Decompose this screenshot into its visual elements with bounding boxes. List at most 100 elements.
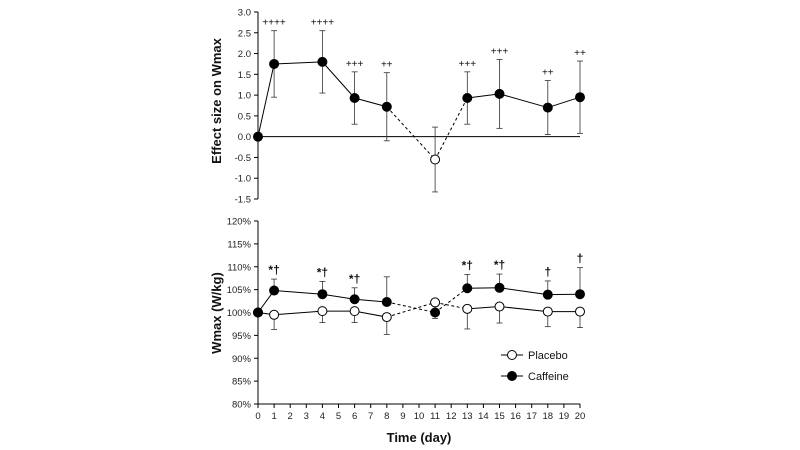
bottom-significance-label: † <box>544 265 551 279</box>
bottom-placebo-point <box>542 306 553 317</box>
bottom-caffeine-point <box>269 285 280 296</box>
bottom-caffeine-point <box>575 289 585 300</box>
bottom-y-tick-label: 115% <box>227 239 251 250</box>
top-y-tick-label: 0.5 <box>238 111 251 122</box>
x-tick-label: 6 <box>352 411 357 422</box>
bottom-caffeine-point <box>462 283 473 294</box>
bottom-significance-label: *† <box>317 265 328 279</box>
x-tick-label: 1 <box>271 411 276 422</box>
bottom-placebo-point <box>430 297 441 308</box>
bottom-y-tick-label: 120% <box>227 217 252 228</box>
x-tick-label: 5 <box>336 411 341 422</box>
top-series: ++++ +++++++ ++ ++++++++++ <box>253 18 586 193</box>
bottom-wmax-chart: 120%115%110%105%100%95%90%85%80%0 1 2 3 4 5 6 7… <box>209 217 585 446</box>
top-caffeine-point <box>430 154 441 165</box>
top-caffeine-line-segment <box>499 93 548 109</box>
bottom-significance-label: *† <box>268 263 279 277</box>
bottom-caffeine-point <box>253 307 263 318</box>
bottom-significance-label: *† <box>349 272 360 286</box>
x-tick-label: 0 <box>255 411 260 422</box>
bottom-placebo-point <box>575 306 585 317</box>
x-tick-label: 15 <box>494 411 505 422</box>
x-tick-label: 16 <box>510 411 521 422</box>
bottom-y-tick-label: 100% <box>227 308 252 319</box>
bottom-significance-label: *† <box>494 258 505 272</box>
top-caffeine-point <box>542 102 553 113</box>
legend-caffeine-marker <box>507 371 517 381</box>
bottom-caffeine-line-segment <box>322 293 355 300</box>
bottom-y-tick-label: 105% <box>227 285 252 296</box>
top-y-tick-label: -1.0 <box>235 174 251 185</box>
bottom-caffeine-line-segment <box>354 298 387 303</box>
top-caffeine-point <box>317 56 328 67</box>
x-tick-label: 9 <box>400 411 405 422</box>
top-significance-label: +++ <box>346 59 364 70</box>
bottom-axes: 120%115%110%105%100%95%90%85%80%0 1 2 3 4 5 6 7… <box>227 217 586 423</box>
bottom-y-tick-label: 80% <box>232 400 252 411</box>
bottom-caffeine-line-segment <box>499 287 548 296</box>
top-caffeine-point <box>575 92 585 103</box>
x-tick-label: 13 <box>462 411 473 422</box>
top-y-tick-label: -0.5 <box>235 153 251 164</box>
top-caffeine-line-segment <box>257 63 275 137</box>
top-significance-label: ++ <box>574 48 586 59</box>
bottom-placebo-line-segment <box>467 306 500 310</box>
top-axes: 3.0 2.5 2.0 1.5 1.0 0.5 0.0 -0.5 -1.0 -1.5 <box>235 8 580 206</box>
bottom-placebo-line-segment <box>499 306 548 313</box>
top-y-tick-label: 0.0 <box>238 132 251 143</box>
bottom-caffeine-point <box>381 296 392 307</box>
top-y-tick-label: 3.0 <box>238 8 251 19</box>
bottom-caffeine-line-segment <box>274 290 323 295</box>
bottom-placebo-point <box>381 312 392 323</box>
top-significance-label: ++++ <box>311 18 335 29</box>
top-caffeine-line-segment <box>434 97 468 160</box>
x-tick-label: 20 <box>575 411 586 422</box>
bottom-caffeine-line-segment <box>434 287 468 313</box>
x-tick-label: 11 <box>430 411 440 422</box>
bottom-placebo-point <box>494 301 505 312</box>
x-tick-label: 10 <box>414 411 425 422</box>
bottom-y-tick-label: 95% <box>232 331 252 342</box>
x-tick-label: 8 <box>384 411 389 422</box>
bottom-significance-label: *† <box>462 259 473 273</box>
bottom-placebo-line-segment <box>386 301 436 318</box>
x-tick-label: 12 <box>446 411 457 422</box>
top-caffeine-line-segment <box>467 93 500 99</box>
top-caffeine-line-segment <box>386 106 436 160</box>
top-caffeine-line-segment <box>354 97 387 108</box>
top-y-tick-label: 2.5 <box>238 28 251 39</box>
top-y-tick-label: 2.0 <box>238 49 251 60</box>
top-y-tick-label: -1.5 <box>235 195 251 206</box>
top-caffeine-point <box>269 58 280 69</box>
bottom-caffeine-point <box>349 294 360 305</box>
top-caffeine-point <box>381 101 392 112</box>
top-caffeine-point <box>253 131 263 142</box>
x-tick-label: 3 <box>304 411 309 422</box>
x-axis-title: Time (day) <box>387 430 452 445</box>
x-tick-label: 7 <box>368 411 373 422</box>
bottom-y-tick-label: 110% <box>227 262 251 273</box>
x-tick-label: 17 <box>526 411 537 422</box>
top-caffeine-line-segment <box>322 61 355 99</box>
top-caffeine-point <box>494 88 505 99</box>
legend-placebo-marker <box>507 350 517 360</box>
top-caffeine-line-segment <box>547 96 581 109</box>
top-significance-label: +++ <box>459 59 477 70</box>
top-significance-label: ++ <box>381 60 393 71</box>
top-y-axis-title: Effect size on Wmax <box>209 37 224 163</box>
legend-placebo-label: Placebo <box>528 350 568 362</box>
legend-caffeine-label: Caffeine <box>528 371 569 383</box>
top-y-tick-label: 1.0 <box>238 91 251 102</box>
x-tick-label: 2 <box>288 411 293 422</box>
bottom-placebo-line-segment <box>354 310 387 318</box>
bottom-placebo-point <box>269 309 280 320</box>
bottom-caffeine-point <box>542 289 553 300</box>
top-y-tick-label: 1.5 <box>238 70 251 81</box>
top-effect-size-chart: 3.02.52.01.51.00.50.0-0.5-1.0-1.5 ++++ ++… <box>209 8 586 206</box>
x-tick-label: 14 <box>478 411 489 422</box>
top-caffeine-point <box>462 93 473 104</box>
top-significance-label: ++ <box>542 68 554 79</box>
bottom-caffeine-point <box>430 307 441 318</box>
top-caffeine-line-segment <box>274 61 323 65</box>
